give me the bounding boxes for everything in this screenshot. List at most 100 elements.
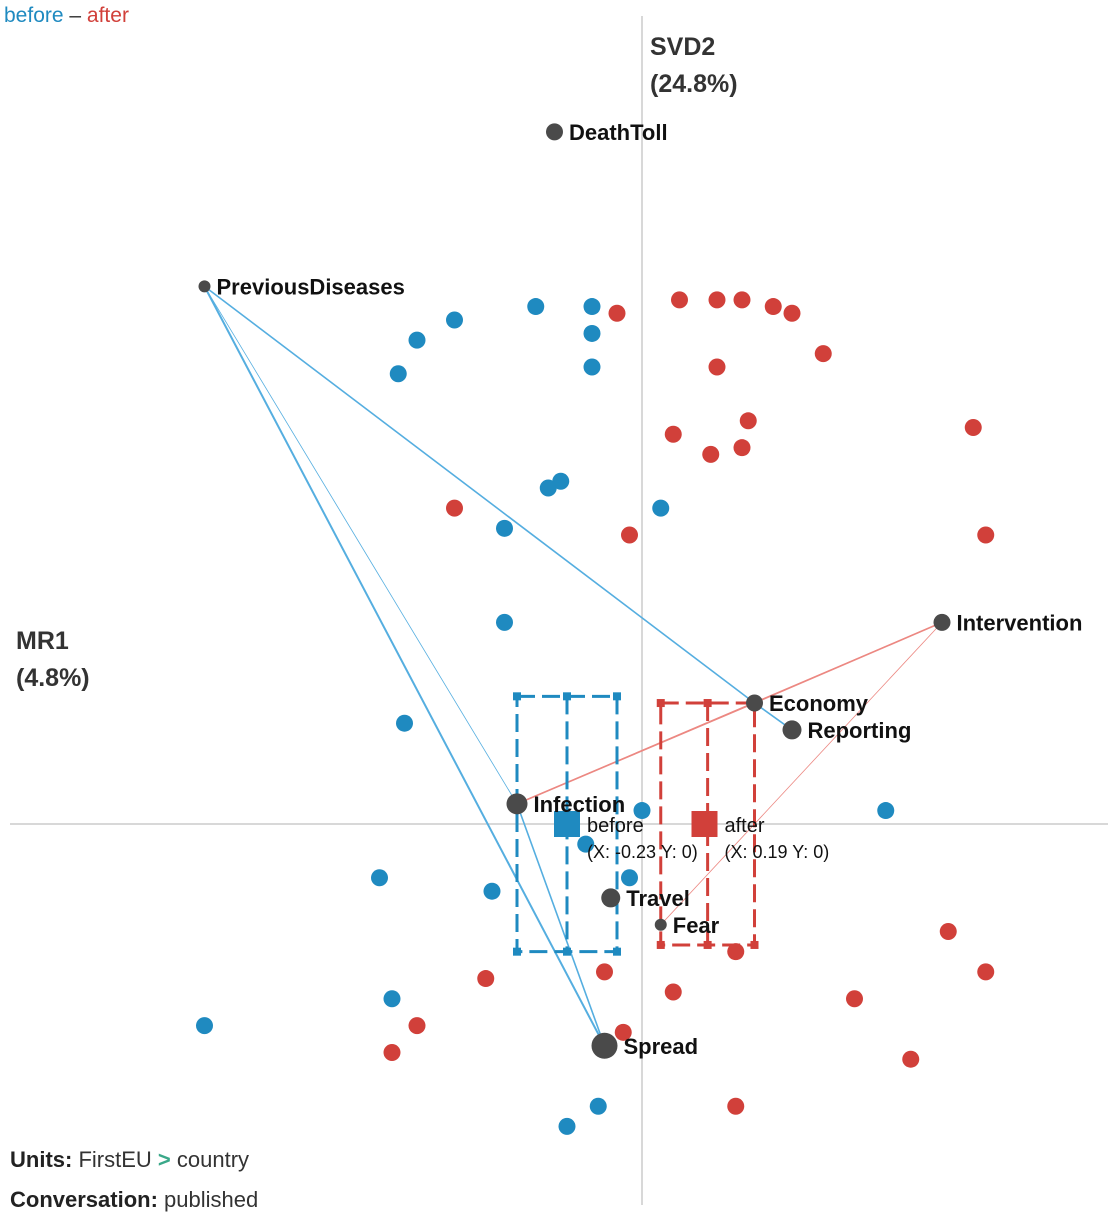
centroid-before — [554, 811, 580, 837]
point-after-17 — [727, 943, 745, 961]
point-before-19 — [383, 990, 401, 1008]
point-after-6 — [814, 345, 832, 363]
point-before-12 — [396, 714, 413, 732]
point-before-8 — [552, 472, 570, 490]
observation-points — [196, 291, 995, 1135]
point-after-18 — [596, 963, 613, 981]
centroid-after — [691, 811, 718, 837]
point-after-0 — [671, 291, 688, 309]
box-corner-after — [656, 699, 665, 708]
box-corner-before — [563, 947, 571, 956]
centroid-label-before: before — [587, 815, 644, 837]
point-before-5 — [389, 365, 407, 383]
units-path-0[interactable]: FirstEU — [78, 1147, 152, 1172]
box-corner-before — [613, 692, 621, 701]
variable-node-Fear — [654, 918, 667, 931]
link-after-Economy-Intervention — [754, 621, 943, 704]
point-before-3 — [408, 331, 426, 349]
point-after-15 — [977, 526, 995, 544]
link-after-Intervention-Fear — [660, 622, 943, 926]
centroid-coords-after: (X: 0.19 Y: 0) — [725, 842, 830, 862]
box-corner-after — [750, 940, 759, 949]
variable-label-PreviousDiseases: PreviousDiseases — [217, 274, 405, 299]
conversation-value: published — [164, 1187, 259, 1212]
x-axis-percent: (4.8%) — [16, 664, 90, 692]
point-after-3 — [764, 298, 782, 316]
point-before-7 — [539, 479, 557, 497]
point-after-22 — [846, 990, 863, 1008]
point-after-4 — [783, 304, 801, 322]
point-after-23 — [408, 1017, 426, 1035]
units-label: Units: — [10, 1147, 73, 1172]
legend-before: before — [4, 4, 64, 27]
point-after-27 — [727, 1097, 745, 1115]
point-after-26 — [902, 1050, 920, 1068]
variable-label-Fear: Fear — [673, 913, 720, 938]
point-after-24 — [614, 1023, 632, 1041]
conversation-line: Conversation: published — [10, 1187, 258, 1213]
variable-node-Reporting — [782, 720, 802, 740]
point-before-20 — [196, 1017, 213, 1035]
axes — [10, 16, 1108, 1205]
box-corner-after — [703, 940, 712, 949]
box-corner-before — [563, 692, 571, 701]
x-axis-title: MR1 — [16, 627, 69, 655]
point-before-6 — [583, 358, 601, 376]
point-after-8 — [964, 419, 982, 437]
point-after-1 — [708, 291, 726, 309]
box-corner-before — [513, 692, 521, 701]
point-before-9 — [652, 499, 670, 517]
point-after-5 — [608, 304, 626, 322]
point-after-10 — [664, 425, 682, 443]
units-line: Units: FirstEU > country — [10, 1147, 249, 1173]
variable-node-Economy — [746, 694, 763, 712]
variable-label-Economy: Economy — [769, 691, 869, 716]
point-before-2 — [446, 311, 463, 329]
link-before-PreviousDiseases-Economy — [204, 285, 755, 704]
box-corner-before — [513, 947, 521, 956]
point-before-1 — [583, 298, 601, 316]
point-after-13 — [446, 499, 463, 517]
centroid-coords-before: (X: -0.23 Y: 0) — [587, 842, 698, 862]
variable-nodes — [198, 123, 951, 1059]
point-before-11 — [496, 613, 513, 631]
point-before-10 — [496, 519, 513, 537]
variable-node-Intervention — [933, 613, 951, 631]
point-after-9 — [739, 412, 757, 430]
legend-separator: – — [69, 4, 82, 27]
box-corner-before — [613, 947, 621, 956]
point-before-15 — [577, 835, 595, 853]
point-after-14 — [621, 526, 638, 544]
point-before-13 — [633, 802, 651, 820]
point-before-18 — [483, 882, 501, 900]
variable-label-Travel: Travel — [626, 886, 690, 911]
box-corner-after — [656, 940, 665, 949]
legend-after: after — [86, 4, 129, 27]
point-before-14 — [877, 802, 895, 820]
point-after-7 — [708, 358, 726, 376]
y-axis-percent: (24.8%) — [650, 70, 738, 98]
point-after-19 — [977, 963, 995, 981]
chart-labels: SVD2 (24.8%) MR1 (4.8%) before (X: -0.23 Y: 0… — [16, 33, 1082, 1059]
conversation-label: Conversation: — [10, 1187, 158, 1212]
box-corner-after — [703, 699, 712, 708]
variable-node-DeathToll — [546, 123, 563, 141]
variable-node-Infection — [506, 793, 528, 815]
point-before-16 — [621, 869, 638, 887]
centroid-label-after: after — [725, 815, 765, 837]
units-path-1[interactable]: country — [176, 1147, 250, 1172]
link-before-Infection-Spread — [516, 803, 606, 1047]
link-before-PreviousDiseases-Infection — [204, 286, 518, 805]
variable-node-PreviousDiseases — [198, 280, 211, 293]
variable-node-Spread — [591, 1032, 618, 1059]
point-before-21 — [589, 1097, 607, 1115]
point-after-2 — [733, 291, 751, 309]
variable-label-Infection: Infection — [534, 792, 626, 817]
link-before-PreviousDiseases-Spread — [203, 285, 606, 1047]
variable-node-Travel — [601, 888, 621, 908]
point-after-16 — [939, 923, 957, 941]
point-after-21 — [664, 983, 682, 1001]
legend: before – after — [4, 3, 129, 29]
y-axis-title: SVD2 — [650, 33, 715, 61]
